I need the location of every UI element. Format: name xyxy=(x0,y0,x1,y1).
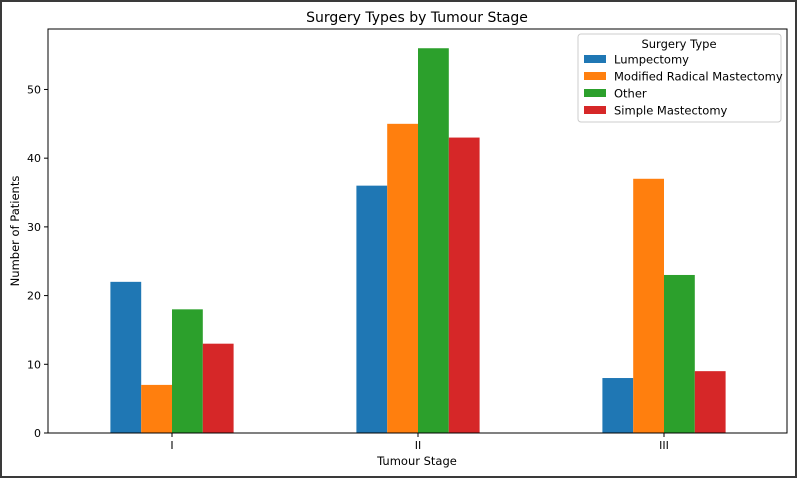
legend-label: Modified Radical Mastectomy xyxy=(614,70,783,84)
bar-simple-mastectomy-i xyxy=(202,343,234,433)
legend-swatch xyxy=(584,55,606,63)
legend-swatch xyxy=(584,106,606,114)
bar-other-i xyxy=(172,309,203,433)
legend-label: Other xyxy=(614,87,647,101)
y-tick-label: 0 xyxy=(34,427,41,440)
bar-modified-radical-mastectomy-ii xyxy=(387,123,418,433)
bar-lumpectomy-i xyxy=(110,281,142,433)
legend-title: Surgery Type xyxy=(641,37,716,51)
bar-other-iii xyxy=(664,274,695,433)
plot-area-border xyxy=(47,28,788,434)
legend-swatch xyxy=(584,89,606,97)
x-axis: I II III xyxy=(170,433,669,452)
y-tick-label: 40 xyxy=(27,152,41,165)
y-axis: 0 10 20 30 40 50 xyxy=(27,83,48,440)
bar-modified-radical-mastectomy-i xyxy=(141,384,172,433)
bar-other-ii xyxy=(418,48,449,434)
chart-title: Surgery Types by Tumour Stage xyxy=(306,10,528,26)
legend-items: Lumpectomy Modified Radical Mastectomy Oth… xyxy=(584,53,783,118)
y-tick-label: 10 xyxy=(27,358,41,371)
bar-lumpectomy-ii xyxy=(356,185,388,433)
x-tick-label: III xyxy=(659,439,669,452)
y-axis-label: Number of Patients xyxy=(8,176,22,287)
bar-lumpectomy-iii xyxy=(602,378,634,433)
legend-box xyxy=(577,33,782,123)
legend-label: Lumpectomy xyxy=(614,53,689,67)
legend: Surgery Type Lumpectomy Modified Radical … xyxy=(577,33,783,123)
x-axis-label: Tumour Stage xyxy=(376,454,457,468)
y-tick-label: 20 xyxy=(27,290,41,303)
bar-simple-mastectomy-ii xyxy=(448,137,480,433)
legend-swatch xyxy=(584,72,606,80)
bars-group xyxy=(110,48,726,434)
x-tick-label: II xyxy=(415,439,422,452)
legend-label: Simple Mastectomy xyxy=(614,104,728,118)
bar-modified-radical-mastectomy-iii xyxy=(633,178,664,433)
y-tick-label: 30 xyxy=(27,221,41,234)
x-tick-label: I xyxy=(170,439,173,452)
bar-simple-mastectomy-iii xyxy=(694,371,726,433)
y-tick-label: 50 xyxy=(27,83,41,96)
